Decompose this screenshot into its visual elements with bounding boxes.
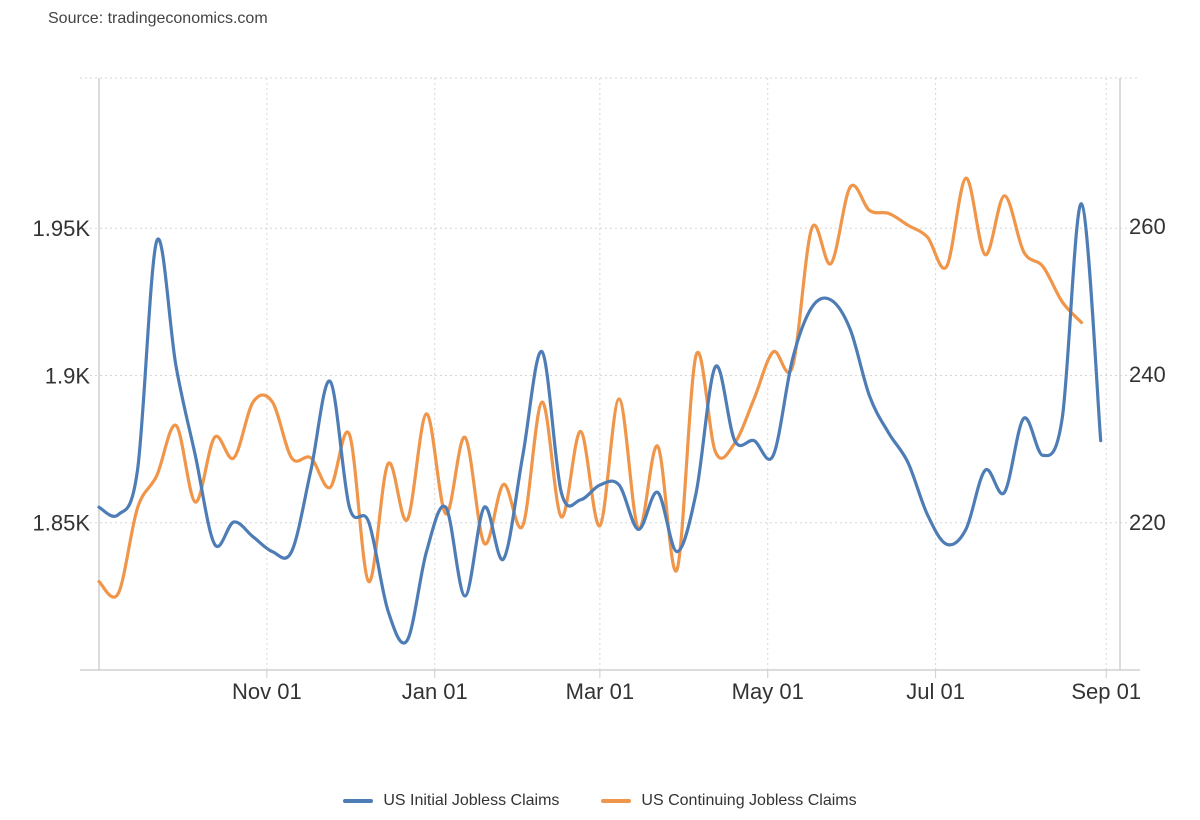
y-left-tick-label: 1.95K xyxy=(33,216,91,241)
x-tick-label: Sep 01 xyxy=(1071,679,1141,704)
axes xyxy=(80,78,1140,678)
legend-swatch-initial xyxy=(343,799,374,803)
x-tick-label: Nov 01 xyxy=(232,679,302,704)
x-tick-label: Mar 01 xyxy=(566,679,634,704)
source-note: Source: tradingeconomics.com xyxy=(48,10,268,27)
x-tick-label: Jan 01 xyxy=(402,679,468,704)
series-line-us-initial-jobless-claims xyxy=(97,202,1103,645)
x-tick-label: Jul 01 xyxy=(906,679,965,704)
y-left-tick-label: 1.9K xyxy=(45,363,91,388)
legend-item-continuing-claims[interactable]: US Continuing Jobless Claims xyxy=(601,792,857,810)
x-tick-label: May 01 xyxy=(732,679,804,704)
legend-label-continuing: US Continuing Jobless Claims xyxy=(641,792,857,809)
legend-label-initial: US Initial Jobless Claims xyxy=(383,792,560,809)
y-right-tick-label: 220 xyxy=(1129,510,1166,535)
y-right-tick-label: 240 xyxy=(1129,362,1166,387)
y-left-tick-label: 1.85K xyxy=(33,511,91,536)
legend: US Initial Jobless Claims US Continuing … xyxy=(0,792,1200,810)
series-line-us-continuing-jobless-claims xyxy=(97,176,1084,599)
legend-item-initial-claims[interactable]: US Initial Jobless Claims xyxy=(343,792,559,810)
y-right-tick-label: 260 xyxy=(1129,214,1166,239)
chart-area: Nov 01 Jan 01 Mar 01 May 01 Jul 01 Sep 01 1.85… xyxy=(33,77,1166,704)
legend-swatch-continuing xyxy=(601,799,632,803)
series-lines xyxy=(97,176,1103,645)
tick-labels: Nov 01 Jan 01 Mar 01 May 01 Jul 01 Sep 01 1.85… xyxy=(33,214,1166,704)
grid-lines xyxy=(80,77,1140,670)
